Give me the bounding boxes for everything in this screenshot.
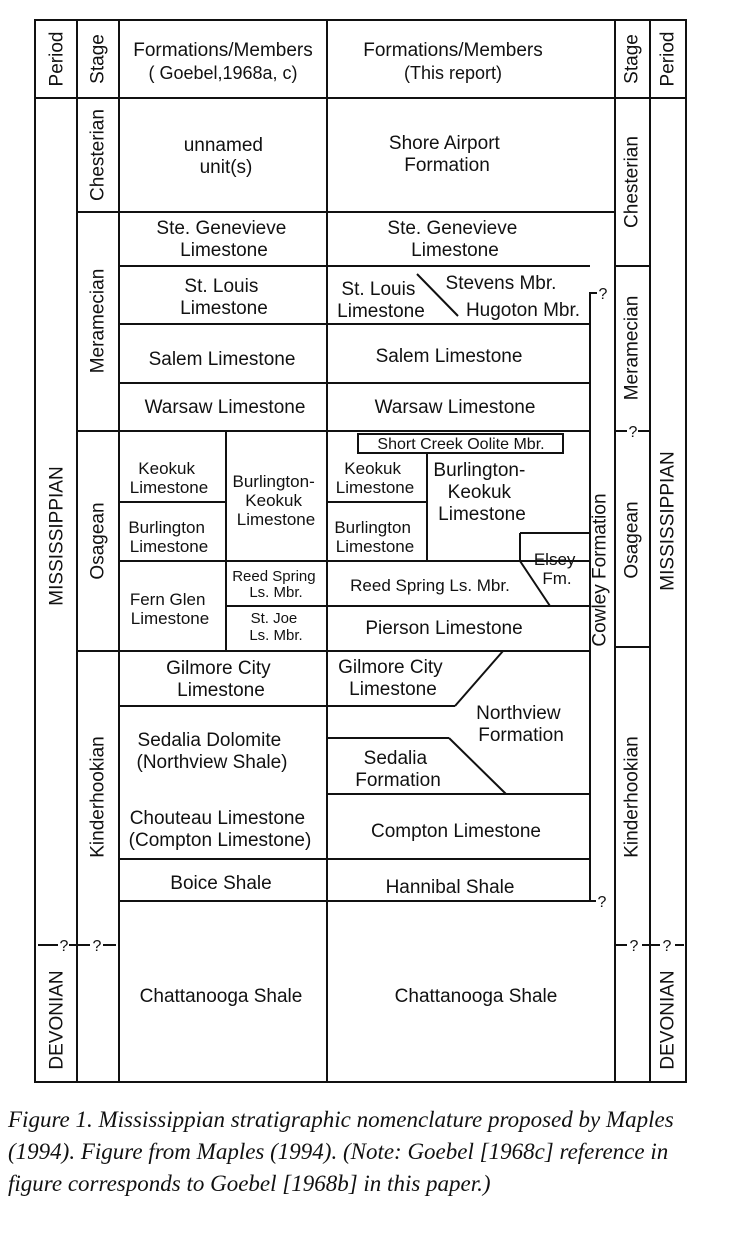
goebel-sedalia: Sedalia Dolomite (Northview Shale) bbox=[137, 730, 288, 773]
header-stage-left: Stage bbox=[88, 34, 109, 84]
this-warsaw: Warsaw Limestone bbox=[375, 397, 536, 418]
stage-meramecian-right: Meramecian bbox=[622, 296, 643, 401]
stage-kinderhookian-left: Kinderhookian bbox=[88, 736, 109, 857]
figure-caption: Figure 1. Mississippian stratigraphic no… bbox=[8, 1107, 674, 1196]
this-stevens-member: Stevens Mbr. bbox=[446, 273, 557, 294]
goebel-chouteau: Chouteau Limestone (Compton Limestone) bbox=[129, 808, 312, 851]
goebel-gilmore-city: Gilmore City Limestone bbox=[166, 658, 276, 701]
goebel-salem: Salem Limestone bbox=[149, 349, 296, 370]
goebel-fern-glen: Fern Glen Limestone bbox=[130, 590, 210, 628]
this-gilmore-city: Gilmore City Limestone bbox=[338, 657, 448, 700]
uncertain-mark: ? bbox=[598, 894, 607, 911]
stage-meramecian-left: Meramecian bbox=[88, 269, 109, 374]
stage-chesterian-right: Chesterian bbox=[622, 136, 643, 228]
this-shore-airport: Shore Airport Formation bbox=[389, 133, 505, 176]
uncertain-mark: ? bbox=[629, 424, 638, 441]
this-hannibal: Hannibal Shale bbox=[386, 877, 515, 898]
goebel-keokuk: Keokuk Limestone bbox=[130, 459, 208, 497]
uncertain-mark: ? bbox=[630, 938, 639, 955]
header-period-right: Period bbox=[658, 32, 679, 87]
this-short-creek-oolite: Short Creek Oolite Mbr. bbox=[377, 436, 544, 453]
header-this-subtitle: (This report) bbox=[404, 63, 502, 83]
goebel-reed-spring: Reed Spring Ls. Mbr. bbox=[232, 568, 320, 601]
header-goebel-subtitle: ( Goebel,1968a, c) bbox=[148, 63, 297, 83]
period-devonian-left: DEVONIAN bbox=[47, 970, 68, 1069]
goebel-burlington-keokuk: Burlington- Keokuk Limestone bbox=[233, 472, 320, 529]
stage-osagean-right: Osagean bbox=[622, 501, 643, 578]
this-salem: Salem Limestone bbox=[376, 346, 523, 367]
stage-kinderhookian-right: Kinderhookian bbox=[622, 736, 643, 857]
period-mississippian-left: MISSISSIPPIAN bbox=[47, 466, 68, 605]
this-pierson: Pierson Limestone bbox=[365, 618, 522, 639]
this-burlington: Burlington Limestone bbox=[334, 518, 415, 556]
this-hugoton-member: Hugoton Mbr. bbox=[466, 300, 580, 321]
this-reed-spring: Reed Spring Ls. Mbr. bbox=[350, 576, 510, 595]
uncertain-mark: ? bbox=[60, 938, 69, 955]
this-st-louis: St. Louis Limestone bbox=[337, 279, 425, 322]
uncertain-mark: ? bbox=[663, 938, 672, 955]
chart-grid-lines bbox=[34, 19, 687, 1083]
period-devonian-right: DEVONIAN bbox=[658, 970, 679, 1069]
this-northview: Northview Formation bbox=[476, 703, 566, 746]
header-goebel-title: Formations/Members bbox=[133, 40, 313, 61]
header-period-left: Period bbox=[47, 32, 68, 87]
goebel-ste-genevieve: Ste. Genevieve Limestone bbox=[156, 218, 291, 261]
this-sedalia: Sedalia Formation bbox=[355, 748, 441, 791]
goebel-st-louis: St. Louis Limestone bbox=[180, 276, 268, 319]
cowley-formation-label: Cowley Formation bbox=[590, 493, 611, 646]
goebel-st-joe: St. Joe Ls. Mbr. bbox=[249, 610, 302, 644]
header-this-title: Formations/Members bbox=[363, 40, 543, 61]
goebel-boice: Boice Shale bbox=[170, 873, 271, 894]
this-chattanooga: Chattanooga Shale bbox=[395, 986, 558, 1007]
this-keokuk: Keokuk Limestone bbox=[336, 459, 414, 497]
goebel-warsaw: Warsaw Limestone bbox=[145, 397, 306, 418]
this-compton: Compton Limestone bbox=[371, 821, 541, 842]
this-burlington-keokuk: Burlington- Keokuk Limestone bbox=[433, 460, 530, 525]
this-ste-genevieve: Ste. Genevieve Limestone bbox=[387, 218, 522, 261]
goebel-unnamed-units: unnamed unit(s) bbox=[184, 135, 269, 178]
stage-osagean-left: Osagean bbox=[88, 502, 109, 579]
stage-chesterian-left: Chesterian bbox=[88, 109, 109, 201]
uncertain-mark: ? bbox=[93, 938, 102, 955]
goebel-chattanooga: Chattanooga Shale bbox=[140, 986, 303, 1007]
period-mississippian-right: MISSISSIPPIAN bbox=[658, 451, 679, 590]
header-stage-right: Stage bbox=[622, 34, 643, 84]
uncertain-mark: ? bbox=[599, 286, 608, 303]
stratigraphic-chart: Period Stage Formations/Members ( Goebel… bbox=[34, 19, 687, 1083]
this-elsey: Elsey Fm. bbox=[534, 550, 580, 588]
goebel-burlington: Burlington Limestone bbox=[128, 518, 209, 556]
